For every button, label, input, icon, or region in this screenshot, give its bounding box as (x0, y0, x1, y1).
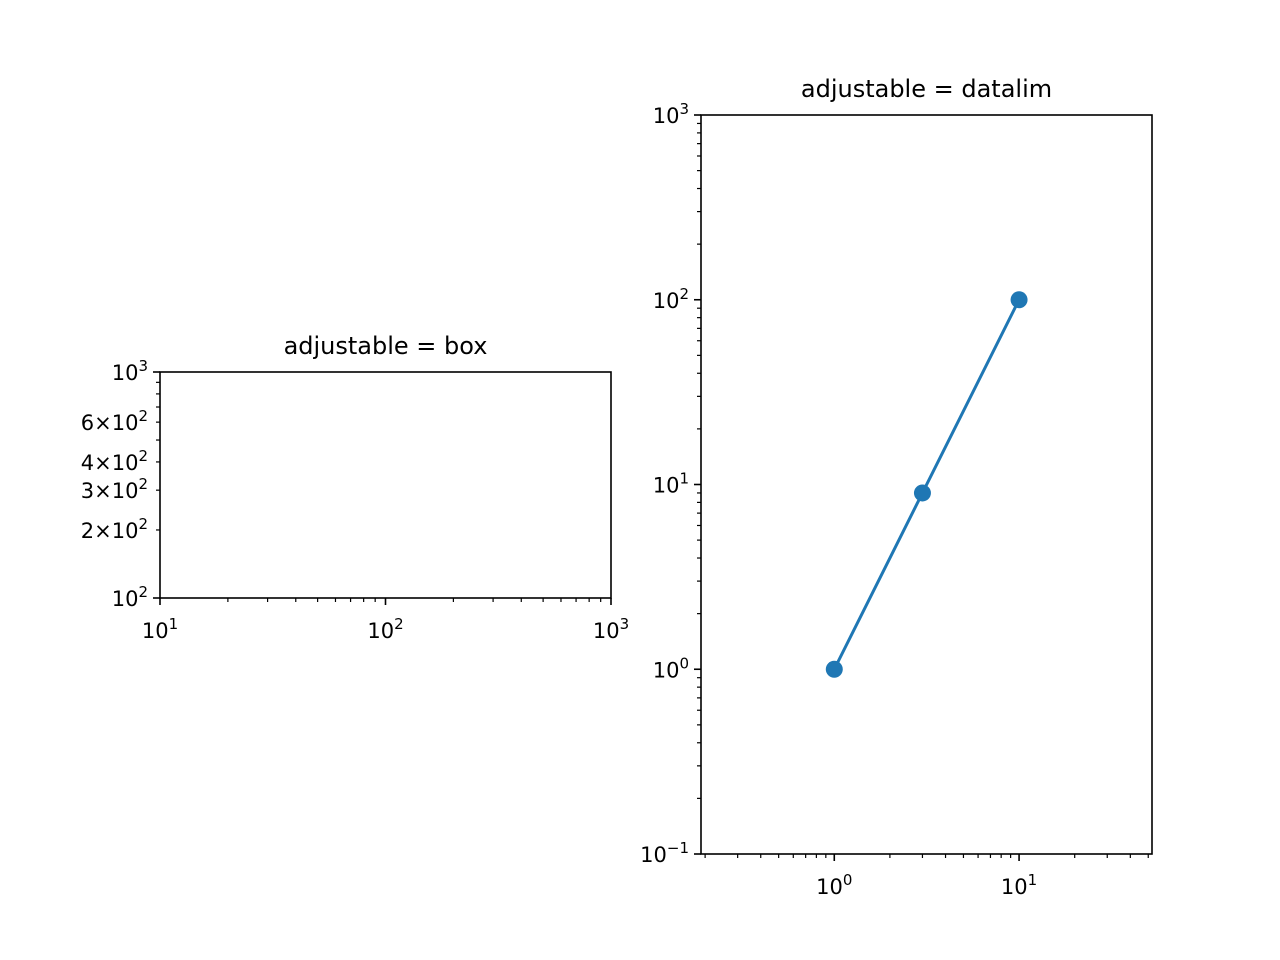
tick-label-exponent: 1 (1028, 871, 1038, 889)
tick-label-exponent: 2 (679, 285, 689, 303)
tick-label-exponent: 3 (679, 100, 689, 118)
x-tick-label: 100 (816, 871, 852, 899)
axes-adjustable-box: 101 102 1031022×1023×1024×1026×102103adjus… (81, 332, 629, 643)
tick-label-exponent: 2 (138, 447, 148, 465)
tick-label-base: 4×10 (81, 451, 139, 475)
tick-label-base: 10 (1001, 875, 1028, 899)
tick-label-base: 10 (653, 474, 680, 498)
y-tick-label: 102 (112, 583, 148, 611)
y-tick-label: 10−1 (640, 839, 689, 867)
tick-label-base: 10 (142, 619, 169, 643)
tick-label-base: 10 (640, 843, 667, 867)
tick-label-exponent: 3 (138, 357, 148, 375)
data-point (825, 660, 843, 678)
tick-label-base: 10 (653, 289, 680, 313)
tick-label-exponent: 1 (679, 470, 689, 488)
tick-label-exponent: 2 (138, 475, 148, 493)
tick-label-base: 10 (653, 658, 680, 682)
tick-label-exponent: 0 (679, 654, 689, 672)
x-tick-label: 102 (367, 615, 403, 643)
y-tick-label: 101 (653, 470, 689, 498)
y-tick-label: 102 (653, 285, 689, 313)
data-point (913, 484, 931, 502)
y-tick-label: 100 (653, 654, 689, 682)
tick-label-exponent: 2 (138, 515, 148, 533)
y-tick-label: 103 (112, 357, 148, 385)
axes-frame (159, 371, 612, 599)
x-tick-label: 101 (1001, 871, 1037, 899)
chart-title: adjustable = datalim (801, 75, 1052, 103)
chart-title: adjustable = box (284, 332, 488, 360)
tick-label-base: 2×10 (81, 519, 139, 543)
tick-label-exponent: 0 (843, 871, 853, 889)
tick-label-exponent: −1 (667, 839, 689, 857)
tick-label-exponent: 2 (138, 583, 148, 601)
tick-label-exponent: 3 (620, 615, 630, 633)
tick-label-base: 10 (816, 875, 843, 899)
tick-label-exponent: 2 (394, 615, 404, 633)
y-tick-label: 3×102 (81, 475, 148, 503)
tick-label-base: 10 (112, 361, 139, 385)
y-tick-label: 2×102 (81, 515, 148, 543)
axes-frame (700, 114, 1153, 855)
data-point (1010, 291, 1028, 309)
tick-label-base: 10 (593, 619, 620, 643)
tick-label-base: 10 (367, 619, 394, 643)
x-tick-label: 101 (142, 615, 178, 643)
x-tick-label: 103 (593, 615, 629, 643)
tick-label-exponent: 1 (169, 615, 179, 633)
tick-label-base: 10 (653, 104, 680, 128)
y-tick-label: 4×102 (81, 447, 148, 475)
y-tick-label: 6×102 (81, 407, 148, 435)
tick-label-exponent: 2 (138, 407, 148, 425)
tick-label-base: 10 (112, 587, 139, 611)
y-tick-label: 103 (653, 100, 689, 128)
tick-label-base: 3×10 (81, 479, 139, 503)
tick-label-base: 6×10 (81, 411, 139, 435)
